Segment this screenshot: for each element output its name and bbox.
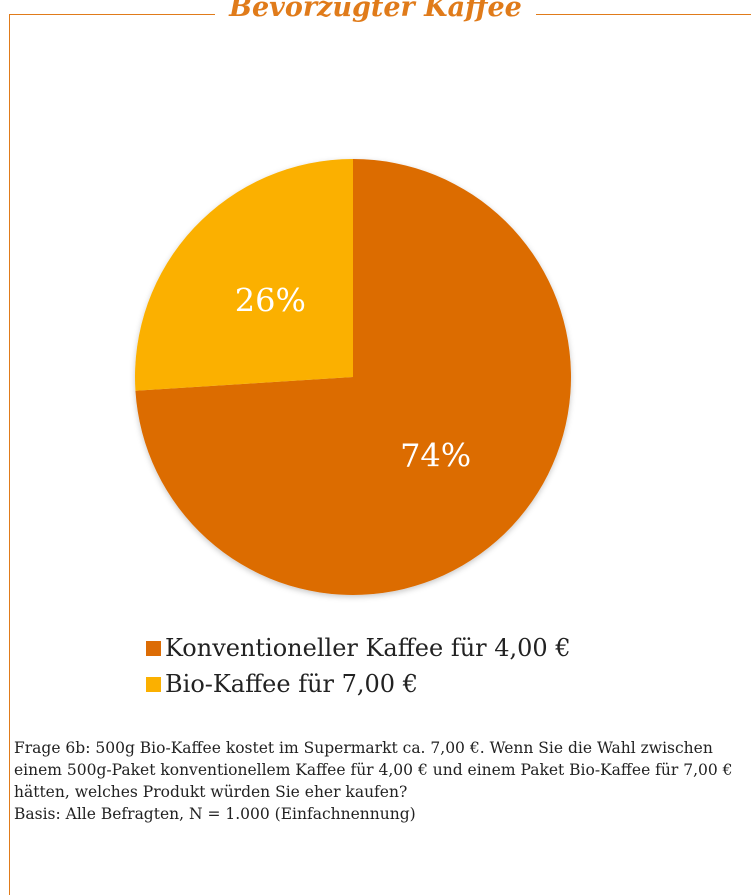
pie-data-labels: 74% 26% <box>235 281 471 474</box>
data-label-bio: 26% <box>235 281 306 319</box>
pie-slice-konventionell <box>135 159 571 596</box>
legend-label-konventionell: Konventioneller Kaffee für 4,00 € <box>165 634 571 662</box>
legend: Konventioneller Kaffee für 4,00 € Bio-Ka… <box>146 630 571 702</box>
legend-label-bio: Bio-Kaffee für 7,00 € <box>165 670 418 698</box>
footnote-basis: Basis: Alle Befragten, N = 1.000 (Einfac… <box>14 805 416 823</box>
chart-title-text: Bevorzugter Kaffee <box>215 0 536 23</box>
footnote-question: Frage 6b: 500g Bio-Kaffee kostet im Supe… <box>14 739 733 801</box>
legend-item-bio: Bio-Kaffee für 7,00 € <box>146 666 571 702</box>
pie-slices <box>135 159 571 596</box>
legend-item-konventionell: Konventioneller Kaffee für 4,00 € <box>146 630 571 666</box>
data-label-konventionell: 74% <box>400 437 471 475</box>
legend-swatch-bio <box>146 676 161 692</box>
legend-swatch-konventionell <box>146 640 161 656</box>
pie-chart: 74% 26% <box>135 159 571 596</box>
footnote: Frage 6b: 500g Bio-Kaffee kostet im Supe… <box>14 737 734 825</box>
chart-title: Bevorzugter Kaffee <box>0 0 751 28</box>
pie-slice-bio <box>135 159 353 391</box>
